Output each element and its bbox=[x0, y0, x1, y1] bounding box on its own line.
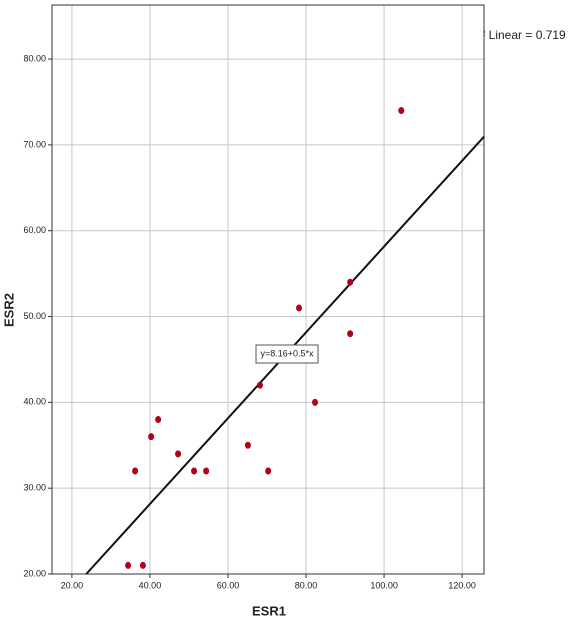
point bbox=[347, 278, 354, 286]
point bbox=[296, 304, 303, 312]
x-axis-title: ESR1 bbox=[252, 603, 286, 618]
point bbox=[139, 561, 146, 569]
point bbox=[244, 441, 251, 449]
plot-frame bbox=[51, 4, 485, 575]
x-tick-label: 40.00 bbox=[139, 580, 162, 590]
point bbox=[312, 398, 319, 406]
y-tick-label: 50.00 bbox=[23, 311, 46, 321]
x-tick-label: 80.00 bbox=[295, 580, 318, 590]
fit-label-box bbox=[255, 344, 319, 364]
y-tick-label: 30.00 bbox=[23, 483, 46, 493]
y-tick-label: 70.00 bbox=[23, 139, 46, 149]
y-axis-title: ESR2 bbox=[1, 293, 16, 327]
point bbox=[191, 467, 198, 475]
y-tick-label: 40.00 bbox=[23, 397, 46, 407]
y-tick-label: 20.00 bbox=[23, 568, 46, 578]
point bbox=[125, 561, 132, 569]
point bbox=[148, 433, 155, 441]
point bbox=[257, 381, 263, 389]
x-tick-label: 60.00 bbox=[217, 580, 240, 590]
x-tick-label: 120.00 bbox=[448, 580, 476, 590]
point bbox=[175, 450, 182, 458]
x-tick-label: 100.00 bbox=[370, 580, 398, 590]
x-tick-label: 20.00 bbox=[61, 580, 84, 590]
fit-label: y=8.16+0.5*x bbox=[260, 348, 314, 358]
point bbox=[265, 467, 272, 475]
point bbox=[155, 416, 162, 424]
point bbox=[347, 330, 354, 338]
y-tick-label: 80.00 bbox=[23, 53, 46, 63]
y-tick-label: 60.00 bbox=[23, 225, 46, 235]
point bbox=[398, 107, 405, 115]
point bbox=[203, 467, 210, 475]
point bbox=[132, 467, 139, 475]
r2-label: : R² Linear = 0.719 bbox=[466, 28, 566, 42]
